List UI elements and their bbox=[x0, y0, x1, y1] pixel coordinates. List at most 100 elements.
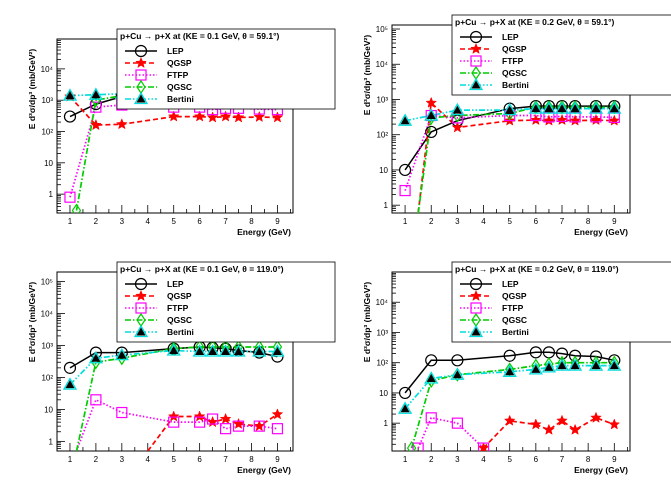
point-bertini bbox=[607, 358, 622, 371]
series-line-lep bbox=[404, 105, 615, 171]
point-lep bbox=[63, 110, 77, 123]
point-lep bbox=[503, 349, 516, 362]
point-bertini bbox=[205, 344, 220, 357]
point-ftfp bbox=[253, 420, 265, 432]
point-bertini-inner bbox=[505, 367, 515, 376]
legend-label: LEP bbox=[502, 32, 519, 42]
y-tick-label: 10⁵ bbox=[376, 25, 388, 34]
point-bertini-inner bbox=[557, 104, 567, 113]
x-tick-label: 2 bbox=[429, 217, 434, 226]
series-group bbox=[397, 346, 622, 451]
legend-box bbox=[116, 261, 336, 343]
x-tick-label: 9 bbox=[275, 217, 280, 226]
y-tick-label: 10² bbox=[376, 359, 388, 368]
point-qgsp bbox=[569, 423, 581, 435]
legend-marker-lep bbox=[134, 44, 148, 58]
point-bertini bbox=[502, 102, 517, 116]
point-lep bbox=[425, 354, 438, 367]
point-bertini-inner bbox=[65, 380, 75, 389]
point-qgsp bbox=[543, 114, 555, 126]
point-qgsp bbox=[543, 423, 555, 435]
y-axis-label: E d³σ/dp³ (mb/GeV²) bbox=[362, 35, 372, 116]
point-bertini bbox=[88, 87, 104, 100]
x-axis-label: Energy (GeV) bbox=[237, 465, 291, 475]
point-qgsp bbox=[425, 96, 438, 108]
point-qgsp bbox=[193, 110, 206, 122]
point-bertini-inner bbox=[400, 404, 410, 413]
series-line-qgsc bbox=[75, 346, 278, 451]
legend-label: QGSC bbox=[167, 82, 192, 92]
legend-label: QGSC bbox=[502, 68, 527, 78]
point-qgsp bbox=[590, 411, 602, 423]
legend-label: LEP bbox=[167, 46, 184, 56]
point-ftfp bbox=[399, 184, 411, 197]
point-qgsp bbox=[206, 111, 219, 123]
point-qgsp bbox=[232, 111, 245, 123]
point-ftfp bbox=[194, 416, 206, 428]
y-tick-label: 10 bbox=[379, 389, 388, 398]
point-bertini-inner bbox=[505, 105, 515, 114]
point-bertini bbox=[528, 101, 543, 114]
point-qgsp bbox=[253, 110, 266, 123]
legend-marker-bertini-inner bbox=[471, 80, 481, 89]
x-tick-label: 8 bbox=[586, 217, 591, 226]
legend-label: Bertini bbox=[167, 94, 194, 104]
point-bertini bbox=[502, 364, 517, 377]
y-tick-label: 10⁴ bbox=[376, 60, 389, 69]
point-qgsp bbox=[556, 113, 568, 126]
point-bertini-inner bbox=[221, 347, 231, 356]
point-lep bbox=[425, 125, 438, 139]
point-bertini-inner bbox=[426, 111, 436, 120]
legend-marker-lep bbox=[134, 277, 148, 291]
y-tick-label: 10³ bbox=[376, 95, 388, 104]
legend-marker-qgsp bbox=[135, 289, 147, 301]
point-bertini bbox=[541, 360, 557, 373]
point-bertini-inner bbox=[609, 104, 619, 113]
legend-label: LEP bbox=[502, 279, 519, 289]
point-bertini bbox=[554, 101, 570, 114]
point-bertini bbox=[62, 377, 78, 390]
legend-marker-bertini-inner bbox=[136, 94, 146, 103]
point-bertini bbox=[588, 358, 604, 371]
point-qgsp bbox=[529, 113, 542, 126]
point-bertini-inner bbox=[91, 90, 101, 99]
point-bertini bbox=[450, 102, 465, 116]
point-qgsp bbox=[556, 414, 568, 426]
chart-title: p+Cu → p+X at (KE = 0.1 GeV, θ = 119.0°) bbox=[120, 264, 284, 274]
point-ftfp bbox=[451, 417, 463, 429]
legend-label: Bertini bbox=[502, 80, 529, 90]
x-tick-label: 1 bbox=[403, 455, 408, 464]
point-qgsp bbox=[167, 410, 180, 422]
legend-marker-qgsp bbox=[470, 42, 482, 54]
y-tick-label: 10⁵ bbox=[41, 278, 53, 287]
point-bertini-inner bbox=[169, 345, 179, 354]
point-qgsp bbox=[529, 418, 542, 430]
series-line-qgsp bbox=[482, 416, 615, 449]
y-tick-label: 10 bbox=[379, 166, 388, 175]
y-tick-label: 10² bbox=[376, 131, 388, 140]
point-bertini-inner bbox=[91, 353, 101, 362]
legend-label: QGSP bbox=[167, 291, 192, 301]
y-tick-label: 10² bbox=[41, 128, 53, 137]
point-ftfp bbox=[90, 394, 102, 406]
point-qgsc bbox=[71, 203, 82, 213]
point-qgsp bbox=[569, 114, 581, 126]
point-bertini bbox=[62, 88, 78, 101]
legend-marker-bertini bbox=[133, 324, 149, 338]
point-bertini-inner bbox=[531, 364, 541, 373]
x-tick-label: 5 bbox=[507, 455, 512, 464]
y-tick-label: 10⁴ bbox=[41, 65, 54, 74]
point-bertini-inner bbox=[254, 347, 264, 356]
point-qgsp bbox=[477, 441, 490, 451]
x-tick-label: 7 bbox=[223, 455, 228, 464]
x-tick-label: 2 bbox=[429, 455, 434, 464]
legend-label: FTFP bbox=[167, 303, 189, 313]
point-bertini bbox=[450, 367, 465, 380]
series-line-qgsp bbox=[147, 413, 278, 451]
y-tick-label: 1 bbox=[384, 201, 389, 210]
point-ftfp bbox=[232, 420, 245, 432]
point-qgsp bbox=[451, 121, 464, 133]
